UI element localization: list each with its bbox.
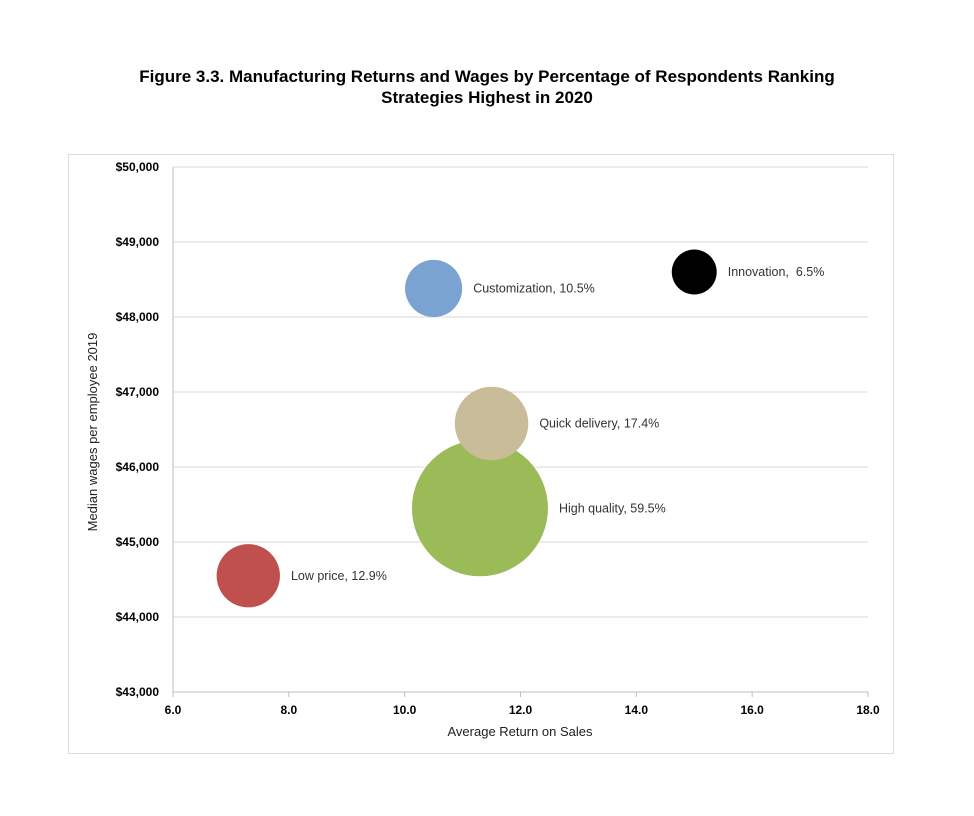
x-tick-label: 16.0 xyxy=(740,703,764,717)
y-tick-label: $44,000 xyxy=(116,610,160,624)
y-axis-title: Median wages per employee 2019 xyxy=(85,333,100,532)
x-tick-label: 18.0 xyxy=(856,703,880,717)
x-tick-label: 8.0 xyxy=(280,703,297,717)
bubble-label: Low price, 12.9% xyxy=(291,569,387,583)
chart-frame xyxy=(68,154,894,754)
y-tick-label: $49,000 xyxy=(116,235,160,249)
chart-title-line-1: Figure 3.3. Manufacturing Returns and Wa… xyxy=(139,67,835,86)
x-tick-label: 14.0 xyxy=(625,703,649,717)
chart-title-line-2: Strategies Highest in 2020 xyxy=(381,88,593,107)
x-axis-title: Average Return on Sales xyxy=(447,724,593,739)
bubble-label: Innovation, 6.5% xyxy=(728,265,825,279)
y-tick-label: $47,000 xyxy=(116,385,160,399)
y-tick-label: $43,000 xyxy=(116,685,160,699)
x-tick-label: 6.0 xyxy=(165,703,182,717)
y-tick-label: $45,000 xyxy=(116,535,160,549)
bubble xyxy=(411,440,548,577)
bubble xyxy=(405,259,463,318)
y-tick-label: $46,000 xyxy=(116,460,160,474)
y-tick-label: $50,000 xyxy=(116,160,160,174)
x-tick-label: 12.0 xyxy=(509,703,533,717)
chart-title: Figure 3.3. Manufacturing Returns and Wa… xyxy=(0,66,974,108)
gridlines xyxy=(172,166,869,697)
bubble-label: Quick delivery, 17.4% xyxy=(539,417,659,431)
x-tick-label: 10.0 xyxy=(393,703,417,717)
y-axis-ticks: $43,000 $44,000 $45,000 $46,000 $47,000 $48,0… xyxy=(116,160,160,699)
bubble xyxy=(454,386,529,461)
x-axis-ticks: 6.0 8.0 10.0 12.0 14.0 16.0 18.0 xyxy=(165,703,880,717)
bubble-label: Customization, 10.5% xyxy=(473,282,595,296)
bubbles xyxy=(216,249,717,608)
y-tick-label: $48,000 xyxy=(116,310,160,324)
bubble xyxy=(671,249,717,295)
bubble-labels: Customization, 10.5% Innovation, 6.5% Quic… xyxy=(291,265,824,583)
bubble xyxy=(216,544,280,608)
bubble-label: High quality, 59.5% xyxy=(559,501,666,515)
